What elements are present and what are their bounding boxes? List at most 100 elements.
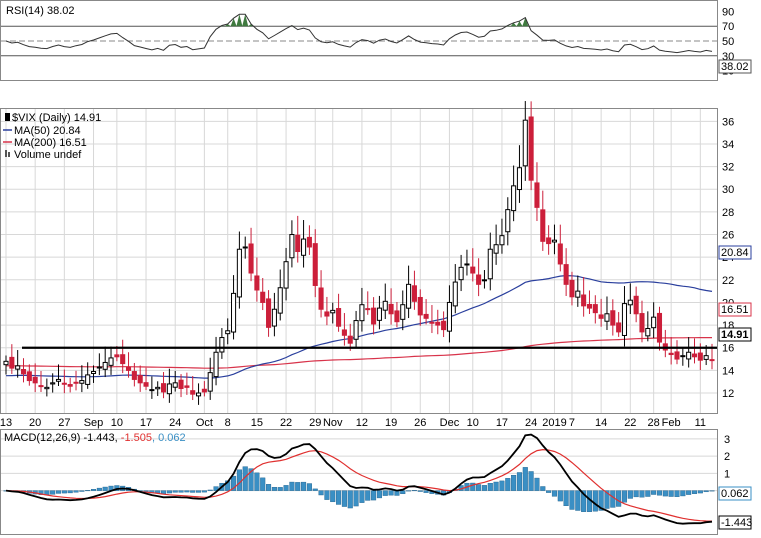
candle-body [651,316,657,329]
x-tick-label: 26 [414,417,426,429]
macd-histogram-bar [301,481,307,491]
candle-body [668,352,674,356]
macd-histogram-bar [627,490,633,499]
x-tick-label: Oct [196,417,213,429]
x-tick-label: 28 [648,417,660,429]
macd-histogram-bar [231,475,237,491]
ma50-value-label: 20.84 [721,247,749,259]
x-tick-label: 22 [280,417,292,429]
candle-body [691,353,698,358]
candle-body [301,238,307,256]
candle-body [604,313,610,322]
last-value-box [718,327,752,342]
candle-body [155,386,161,390]
candle-body [452,281,458,307]
candle-body [336,308,342,327]
price-frame [0,108,718,414]
macd-histogram-bar [248,468,254,491]
rsi-value-label: 38.02 [721,61,749,73]
candle-body [656,312,663,343]
candle-body [15,365,21,370]
candle-body [55,378,62,382]
x-tick-label: 20 [29,417,41,429]
ma200-value-box [718,302,752,317]
candle-body [627,299,633,306]
candle-body [236,248,242,298]
rsi-title: RSI(14) 38.02 [6,5,74,17]
ma50-line [5,274,713,379]
candle-body [411,285,417,302]
macd-histogram-bar [493,481,499,491]
macd-histogram-bar [271,486,277,491]
candle-body [528,116,534,181]
macd-title-main: MACD(12,26,9) -1.443, [4,432,121,444]
candle-body [266,298,272,328]
candle-body [26,371,32,382]
candle-body [318,287,324,310]
macd-histogram-bar [359,490,365,503]
macd-hist-value-box [718,486,752,501]
candle-body [458,266,464,281]
macd-histogram-bar [79,490,85,492]
candle-body [178,379,184,389]
candle-body [330,309,336,314]
candle-body [201,388,207,393]
macd-histogram-bar [551,490,557,497]
macd-histogram-bar [266,484,272,491]
candle-body [610,310,616,326]
macd-histogram-bar [166,490,172,494]
candle-body [90,371,97,374]
candle-body [557,243,563,265]
candle-body [248,243,254,274]
candle-body [190,390,196,395]
candle-body [143,382,149,387]
macd-tick-label: 2 [724,451,730,463]
candle-body [680,355,686,358]
candle-body [616,322,622,333]
ma50-value-box [718,245,752,260]
macd-histogram-bar [201,490,207,493]
macd-histogram-bar [306,483,312,491]
x-tick-label: 2019 [542,417,566,429]
candle-body [219,337,225,353]
macd-signal-line [5,448,713,522]
macd-hist-value-label: 0.062 [721,488,749,500]
x-tick-label: 12 [356,417,368,429]
x-tick-label: 14 [595,417,607,429]
candle-body [441,320,447,331]
macd-histogram-bar [651,490,657,495]
macd-histogram-bar [376,490,382,499]
candle-body [324,311,330,317]
macd-histogram-bar [569,490,575,510]
candle-body [382,300,388,311]
candle-body [137,375,143,384]
candle-body [254,275,260,291]
legend-ma200: MA(200) 16.51 [14,137,87,149]
candle-body [522,119,528,167]
candle-body [435,321,441,326]
macd-histogram-bar [703,490,709,493]
candle-body [365,308,371,311]
candle-body [464,263,470,266]
candle-body [289,234,295,259]
macd-histogram-bar [616,490,622,507]
macd-histogram-bar [382,490,388,496]
candle-body [125,366,132,371]
candle-body [499,235,505,246]
macd-histogram-bar [511,474,517,491]
candle-body [312,243,318,286]
candle-body [592,304,598,314]
macd-histogram-bar [470,482,476,491]
macd-histogram-bar [691,490,698,494]
candle-body [674,351,680,360]
macd-frame [0,429,718,535]
candle-body [546,237,552,245]
candle-body [575,290,581,298]
macd-histogram-bar [540,486,546,491]
candle-body [61,382,67,385]
macd-histogram-bar [161,490,167,494]
macd-histogram-bar [621,490,628,503]
rsi-tick-label: 50 [722,36,734,48]
candle-body [160,383,167,393]
